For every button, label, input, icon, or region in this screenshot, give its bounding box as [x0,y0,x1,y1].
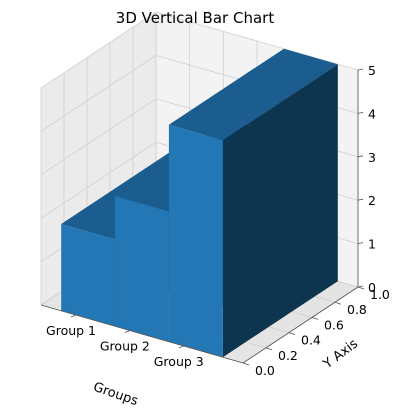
chart-axes: Group 1 Group 2 Group 3 0.00.20.40.60.81.00… [40,63,390,378]
y-tick-label: 0.2 [278,348,298,363]
y-tick [288,332,296,335]
y-tick-label: 1.0 [370,287,390,302]
z-tick-label: 2 [368,193,376,208]
y-axis-label: Y Axis [320,336,361,372]
z-tick-label: 1 [368,237,376,252]
z-tick-label: 4 [368,106,376,121]
y-tick-label: 0.4 [301,333,321,348]
bar-side [222,64,338,358]
z-tick [357,242,364,244]
x-tick [124,330,131,333]
bar-front [115,196,169,342]
x-tick-label: Group 1 [46,323,96,338]
y-tick-label: 0.8 [347,302,367,317]
y-tick [357,286,365,290]
y-tick-label: 0.6 [324,317,344,332]
x-axis-label: Groups [91,380,140,409]
bar-top [168,48,338,141]
x-tick-label: Group 3 [154,354,204,369]
x-tick [178,345,184,349]
z-tick [357,285,364,288]
z-tick [357,155,364,158]
z-tick-label: 5 [368,63,376,78]
y-tick [242,362,250,366]
z-tick [357,68,364,71]
chart-bars [61,48,338,358]
bar-3 [168,48,338,358]
x-tick [70,314,77,318]
y-tick-label: 0.0 [255,363,275,378]
x-tick-label: Group 2 [100,339,150,354]
x-axis-line [40,304,244,364]
y-tick [265,347,273,351]
z-tick [357,198,364,201]
z-tick-label: 0 [368,280,376,295]
y-tick [334,301,342,305]
chart-title: 3D Vertical Bar Chart [116,9,275,27]
z-tick-label: 3 [368,150,376,165]
bar-front [168,124,223,358]
y-tick [311,317,319,320]
bar-front [61,224,116,327]
y-axis-line [242,286,359,364]
z-tick [357,112,364,114]
